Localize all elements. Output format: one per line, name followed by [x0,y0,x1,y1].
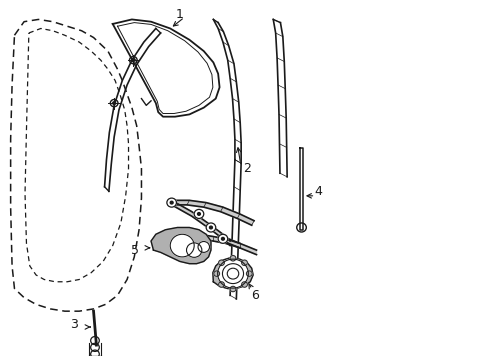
Circle shape [222,264,243,284]
Text: 4: 4 [314,185,322,198]
Circle shape [230,286,235,292]
Polygon shape [212,258,253,289]
Polygon shape [171,201,230,246]
Circle shape [209,226,212,229]
Polygon shape [223,237,256,255]
Polygon shape [170,201,254,225]
Circle shape [218,282,224,287]
Circle shape [112,102,115,104]
Circle shape [197,212,200,215]
Polygon shape [151,228,210,264]
Circle shape [217,259,248,288]
Text: 2: 2 [243,162,250,175]
Circle shape [170,201,173,204]
Text: 5: 5 [131,244,139,257]
Circle shape [230,256,235,261]
Circle shape [206,223,215,232]
Circle shape [194,210,203,219]
Circle shape [213,271,219,276]
Circle shape [218,234,227,243]
Circle shape [132,59,135,62]
Circle shape [186,243,202,257]
Text: 1: 1 [176,8,183,21]
Circle shape [166,198,176,207]
Circle shape [218,260,224,265]
Circle shape [221,238,224,240]
Circle shape [227,268,238,279]
Circle shape [241,260,247,265]
Polygon shape [172,230,239,248]
Circle shape [198,242,209,252]
Circle shape [241,282,247,287]
Text: 3: 3 [70,318,78,331]
Text: 6: 6 [251,289,259,302]
Circle shape [246,271,252,276]
Circle shape [170,234,194,257]
